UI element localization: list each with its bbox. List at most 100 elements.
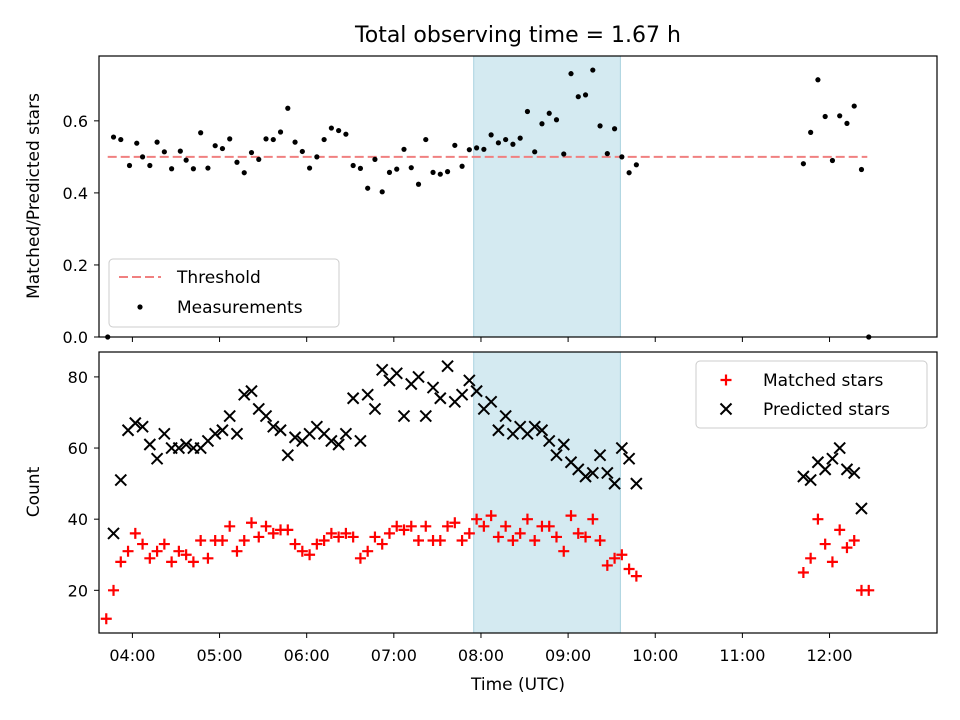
measurement-point xyxy=(561,151,567,157)
measurement-point xyxy=(241,170,247,176)
matched-star-point xyxy=(841,542,853,554)
matched-star-point xyxy=(594,535,606,547)
matched-star-point xyxy=(216,535,228,547)
matched-star-point xyxy=(115,556,127,568)
matched-star-point xyxy=(362,545,374,557)
predicted-star-point xyxy=(238,388,251,401)
matched-star-point xyxy=(340,527,352,539)
measurement-point xyxy=(134,140,140,146)
y-tick-label: 0.4 xyxy=(63,184,88,203)
matched-star-point xyxy=(819,538,831,550)
matched-star-point xyxy=(282,524,294,536)
matched-star-point xyxy=(463,527,475,539)
measurement-point xyxy=(800,161,806,167)
observing-window-band xyxy=(473,351,621,634)
measurement-point xyxy=(350,162,356,169)
matched-star-point xyxy=(565,510,577,522)
predicted-star-point xyxy=(593,448,607,462)
measurement-point xyxy=(837,113,843,119)
measurement-point xyxy=(118,136,124,143)
matched-star-point xyxy=(260,520,272,532)
predicted-star-point xyxy=(535,424,549,437)
y-tick-label: 0.0 xyxy=(63,328,88,347)
measurement-point xyxy=(575,94,581,100)
predicted-star-point xyxy=(579,470,592,483)
matched-star-point xyxy=(180,549,192,561)
predicted-star-point xyxy=(419,409,432,423)
legend-measurement-swatch xyxy=(137,304,143,310)
measurement-point xyxy=(582,92,589,98)
matched-star-point xyxy=(805,552,817,564)
matched-star-point xyxy=(122,545,134,557)
measurement-point xyxy=(357,165,364,171)
predicted-star-point xyxy=(361,388,374,401)
matched-star-point xyxy=(492,531,504,543)
measurement-point xyxy=(169,166,175,172)
y-axis-label-count: Count xyxy=(24,466,44,517)
predicted-star-point xyxy=(129,416,142,430)
measurement-point xyxy=(234,159,240,165)
predicted-star-point xyxy=(622,452,636,465)
measurement-point xyxy=(408,165,414,171)
predicted-star-point xyxy=(390,367,403,380)
predicted-star-point xyxy=(281,448,295,462)
measurement-point xyxy=(256,156,262,162)
predicted-star-point xyxy=(441,360,454,373)
data-marks xyxy=(100,360,875,625)
predicted-star-point xyxy=(114,473,127,487)
measurement-point xyxy=(386,169,393,175)
x-axis-label: Time (UTC) xyxy=(470,675,565,695)
measurement-point xyxy=(161,149,167,155)
measurement-point xyxy=(277,129,284,135)
measurement-point xyxy=(285,105,291,111)
matched-star-point xyxy=(434,535,446,547)
x-tick-label: 08:00 xyxy=(458,646,504,665)
matched-star-point xyxy=(826,556,838,568)
matched-star-point xyxy=(296,545,308,557)
predicted-star-point xyxy=(818,463,832,476)
measurement-point xyxy=(503,136,509,143)
measurement-point xyxy=(248,149,255,156)
measurement-point xyxy=(430,169,436,175)
predicted-star-point xyxy=(143,438,157,451)
measurement-point xyxy=(126,162,133,169)
measurement-point xyxy=(314,154,320,160)
matched-star-point xyxy=(245,517,257,529)
measurement-point xyxy=(481,146,487,152)
matched-star-point xyxy=(580,531,592,543)
predicted-star-point xyxy=(223,409,236,423)
predicted-star-point xyxy=(172,441,186,455)
measurement-point xyxy=(147,162,153,169)
matched-star-point xyxy=(202,552,214,564)
predicted-star-point xyxy=(412,370,425,384)
matched-star-point xyxy=(398,524,410,536)
matched-star-point xyxy=(405,520,417,532)
matched-star-point xyxy=(391,520,403,532)
matched-star-point xyxy=(253,531,265,543)
measurement-point xyxy=(568,71,574,77)
measurement-point xyxy=(394,166,400,172)
matched-star-point xyxy=(500,520,512,532)
measurement-point xyxy=(524,108,531,115)
measurement-point xyxy=(488,132,494,138)
measurement-point xyxy=(205,165,211,171)
predicted-star-point xyxy=(601,466,614,480)
predicted-star-point xyxy=(332,438,345,451)
measurement-point xyxy=(321,136,327,143)
predicted-star-point xyxy=(615,441,629,455)
measurement-point xyxy=(517,135,523,141)
matched-star-point xyxy=(151,545,163,557)
matched-star-point xyxy=(863,584,875,596)
predicted-star-point xyxy=(368,402,382,416)
measurement-point xyxy=(292,139,298,145)
measurement-point xyxy=(546,110,552,116)
matched-star-point xyxy=(108,584,120,596)
matched-star-point xyxy=(471,513,483,525)
predicted-star-point xyxy=(434,392,447,405)
measurement-point xyxy=(139,154,146,160)
legend: Matched stars Predicted stars xyxy=(695,360,928,429)
measurement-point xyxy=(372,156,378,162)
measurement-point xyxy=(299,148,305,155)
measurement-point xyxy=(227,136,233,142)
observing-window-band xyxy=(473,55,621,338)
